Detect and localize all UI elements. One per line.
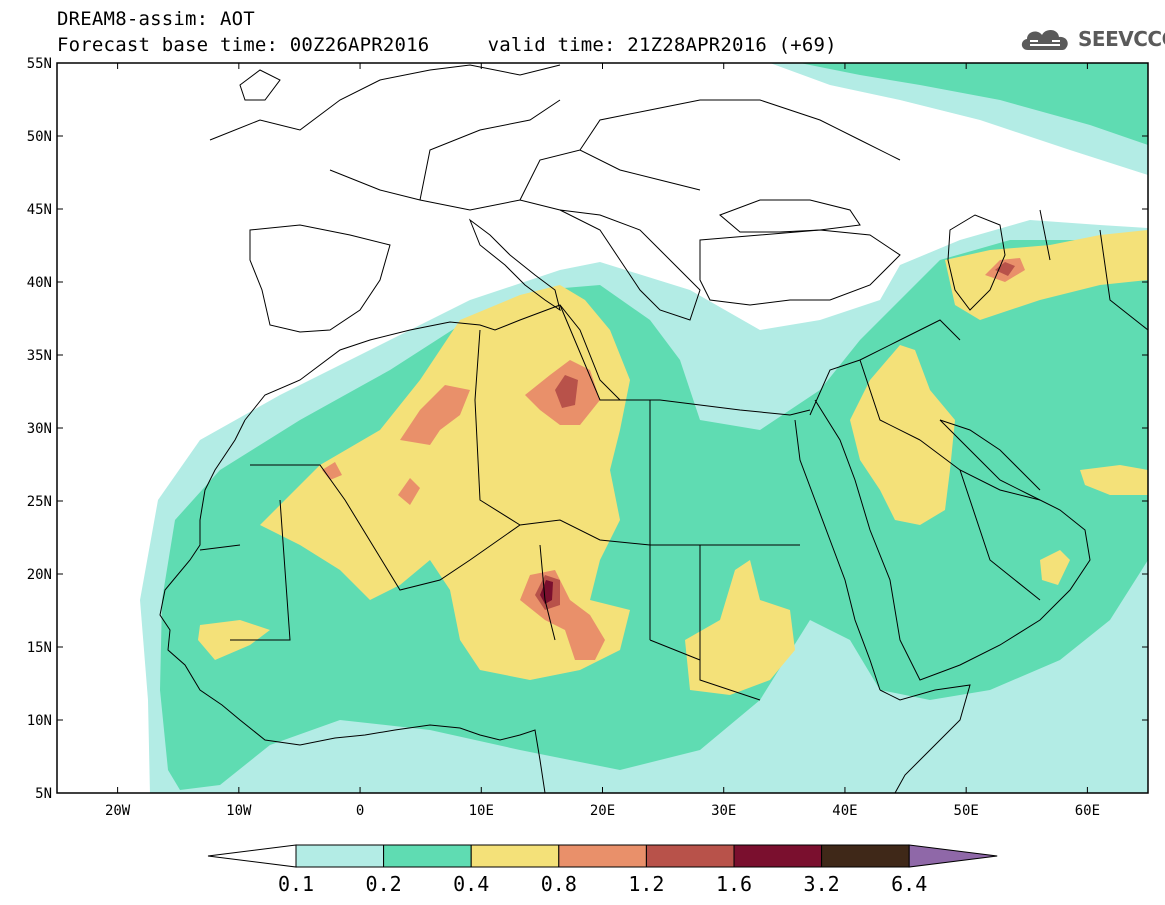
iberia <box>249 224 391 333</box>
lon-tick-label: 40E <box>832 803 857 819</box>
colorbar-under-arrow <box>207 844 297 868</box>
lon-tick-label: 30E <box>711 803 736 819</box>
colorbar-label: 0.1 <box>278 872 314 896</box>
north-africa-coast <box>244 304 811 421</box>
colorbar-over-arrow <box>908 844 998 868</box>
aot-field-0.4-arabia <box>850 345 955 525</box>
greece-balkans <box>559 209 701 321</box>
africa-west-coast <box>159 419 546 793</box>
europe-north-coast <box>209 64 561 141</box>
red-sea-coast <box>794 419 881 691</box>
aot-field-1.2-libya <box>555 375 578 408</box>
map-title: DREAM8-assim: AOT <box>57 8 255 30</box>
aot-field-1.6-chad <box>540 580 553 604</box>
black-sea <box>719 199 861 233</box>
aot-field-0.4-caspian <box>945 230 1148 320</box>
colorbar-label: 0.2 <box>366 872 402 896</box>
coastlines-and-borders <box>159 64 1148 793</box>
forecast-time-line: Forecast base time: 00Z26APR2016 valid t… <box>57 34 837 56</box>
aot-field-0.4-east-africa <box>685 560 795 695</box>
lat-tick-label: 10N <box>27 713 52 729</box>
italy <box>468 218 561 312</box>
middle-east-borders <box>809 209 1148 601</box>
colorbar-swatch <box>821 844 910 868</box>
longitude-axis: 20W 10W 0 10E 20E 30E 40E 50E 60E <box>105 63 1100 819</box>
lat-tick-label: 35N <box>27 348 52 364</box>
persian-gulf <box>939 419 1041 491</box>
aot-field-0.8-west <box>398 478 420 505</box>
aot-field-0.8-algeria <box>400 385 470 445</box>
colorbar-swatch <box>383 844 472 868</box>
colorbar-label: 3.2 <box>804 872 840 896</box>
lat-tick-label: 15N <box>27 640 52 656</box>
lat-tick-label: 45N <box>27 202 52 218</box>
colorbar-swatch <box>558 844 647 868</box>
colorbar-swatch <box>470 844 560 868</box>
lat-tick-label: 5N <box>35 786 52 802</box>
cloud-icon <box>1021 29 1068 50</box>
colorbar: 0.1 0.2 0.4 0.8 1.2 1.6 3.2 6.4 <box>207 844 998 896</box>
lat-tick-label: 25N <box>27 494 52 510</box>
colorbar-label: 6.4 <box>891 872 927 896</box>
aot-shading <box>140 63 1148 793</box>
seevccc-logo: SEEVCCC <box>1018 22 1165 56</box>
colorbar-swatch <box>733 844 823 868</box>
lon-tick-label: 20E <box>590 803 615 819</box>
africa-borders <box>199 304 800 701</box>
lon-tick-label: 10E <box>469 803 494 819</box>
lon-tick-label: 20W <box>105 803 131 819</box>
lon-tick-label: 0 <box>356 803 364 819</box>
arabia-coast <box>814 399 1091 681</box>
lat-tick-label: 50N <box>27 129 52 145</box>
colorbar-swatch <box>645 844 735 868</box>
aot-field-0.4-oman <box>1040 550 1070 585</box>
lon-tick-label: 10W <box>226 803 252 819</box>
colorbar-label: 1.6 <box>716 872 752 896</box>
lat-tick-label: 20N <box>27 567 52 583</box>
aot-field-0.2-north <box>800 63 1148 145</box>
lat-tick-label: 40N <box>27 275 52 291</box>
colorbar-label: 0.4 <box>453 872 489 896</box>
lon-tick-label: 50E <box>954 803 979 819</box>
horn-of-africa <box>879 684 971 793</box>
colorbar-label: 1.2 <box>628 872 664 896</box>
lat-tick-label: 30N <box>27 421 52 437</box>
lat-tick-label: 55N <box>27 56 52 72</box>
logo-text: SEEVCCC <box>1078 27 1165 51</box>
latitude-axis: 55N 50N 45N 40N 35N 30N 25N 20N 15N 10N 5N <box>27 56 1148 802</box>
aot-field-1.2-caspian <box>995 262 1015 276</box>
aot-field-0.4-gulf <box>1080 465 1148 495</box>
colorbar-label: 0.8 <box>541 872 577 896</box>
caspian-sea <box>947 214 1006 311</box>
colorbar-swatch <box>295 844 385 868</box>
lon-tick-label: 60E <box>1075 803 1100 819</box>
europe-borders <box>329 99 901 211</box>
